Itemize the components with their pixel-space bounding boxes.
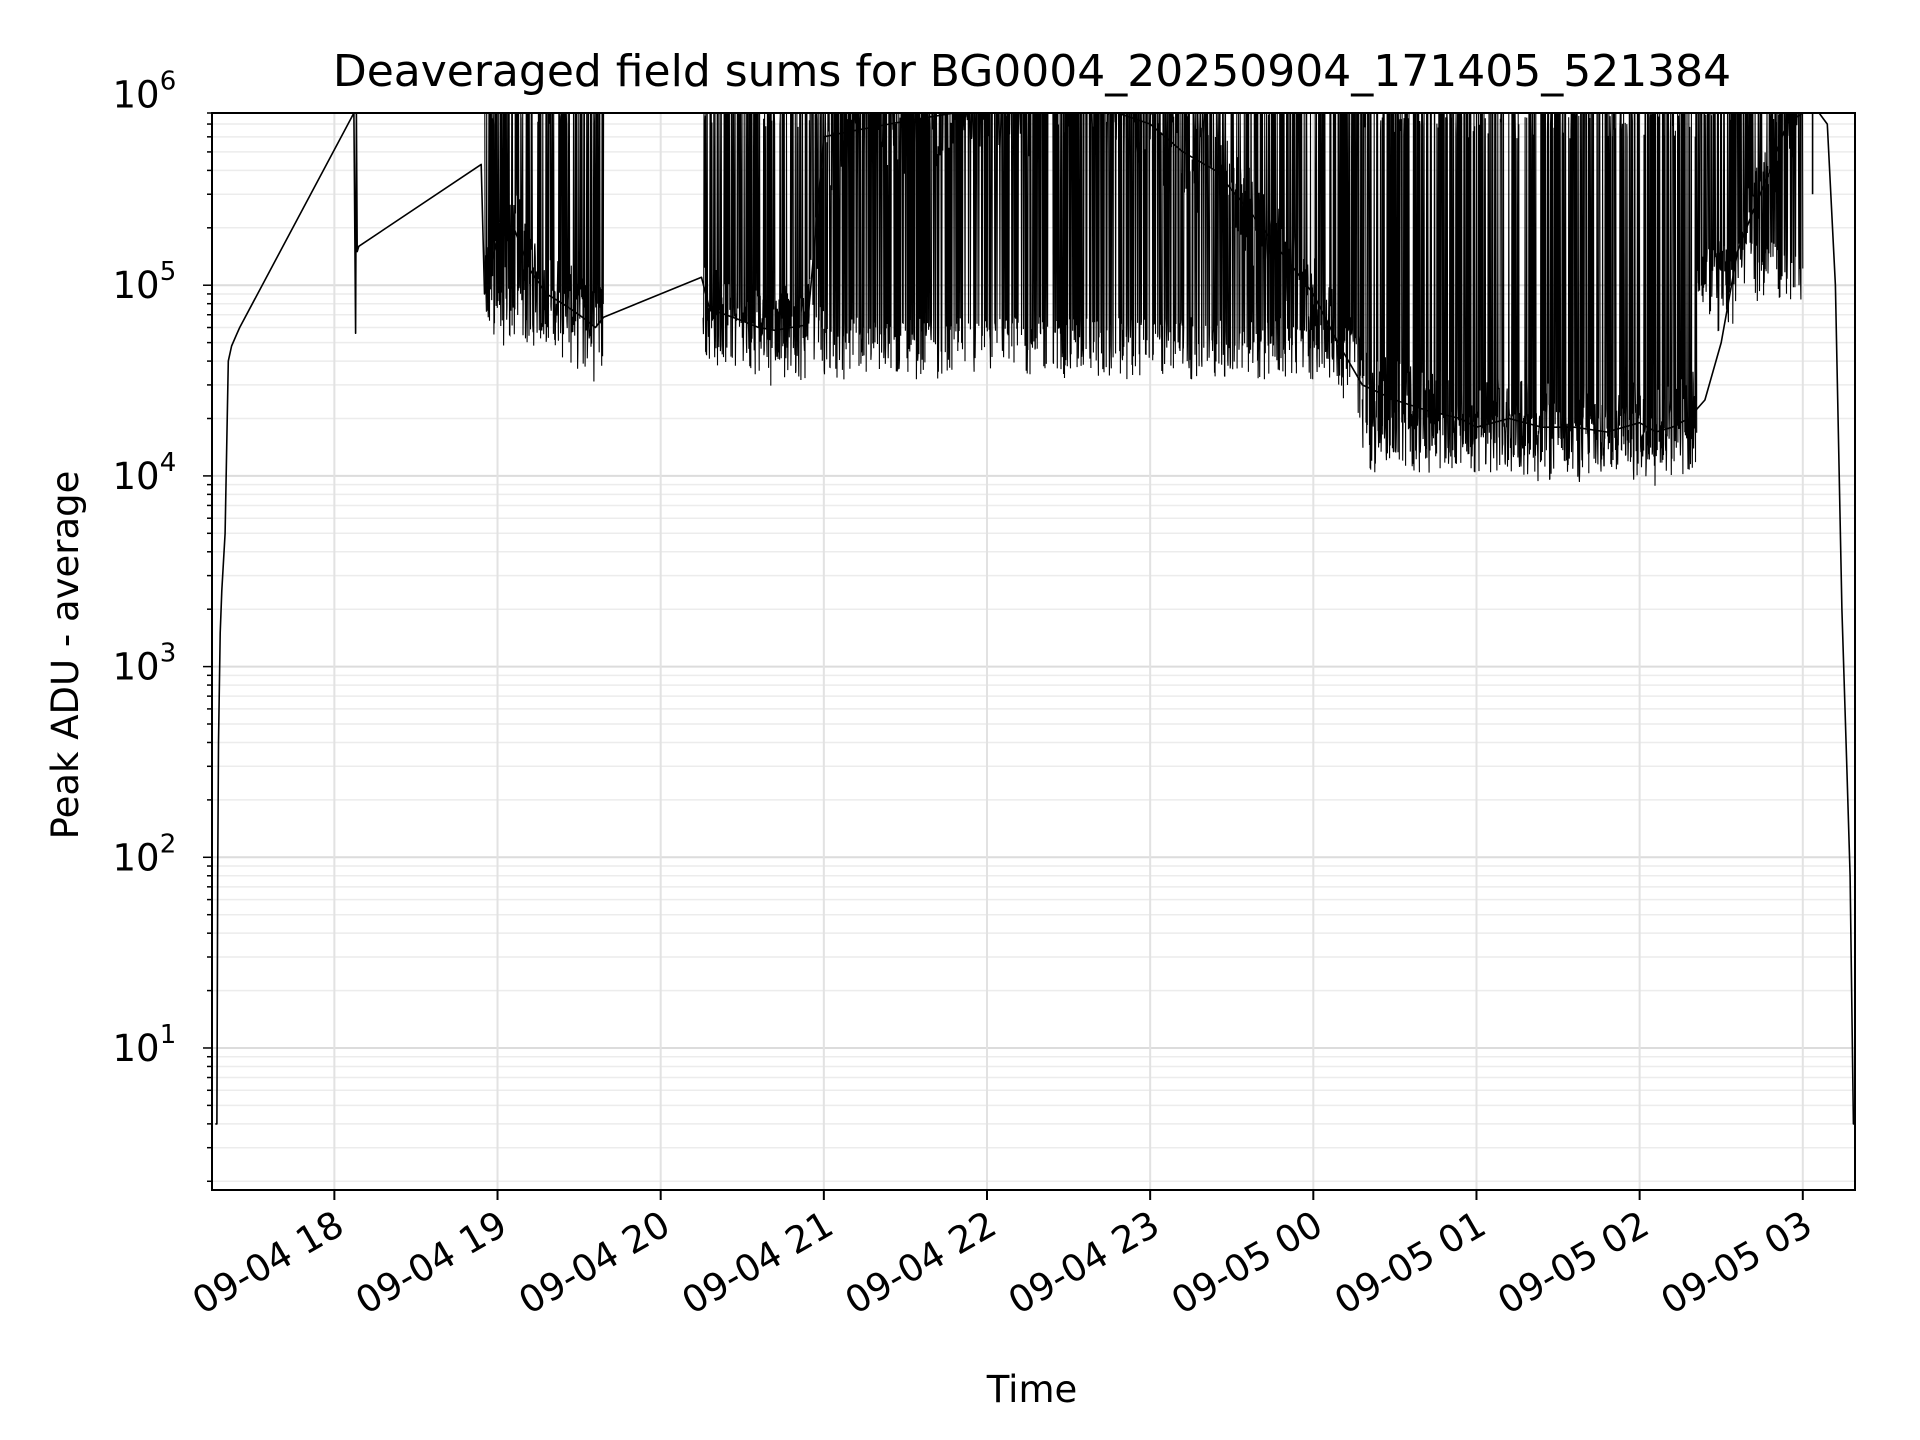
spike-burst (484, 112, 605, 382)
chart-title: Deaveraged field sums for BG0004_2025090… (333, 46, 1731, 97)
y-tick-label: 10 (112, 1027, 159, 1070)
y-tick-label: 10 (112, 836, 159, 879)
x-axis-label: Time (986, 1368, 1078, 1411)
y-tick-label: 10 (112, 264, 159, 307)
y-tick-label: 10 (112, 646, 159, 689)
y-tick-exponent: 6 (160, 67, 177, 97)
y-tick-exponent: 4 (160, 448, 177, 478)
y-tick-label: 10 (112, 455, 159, 498)
y-tick-exponent: 2 (160, 829, 177, 859)
spike-burst (702, 112, 825, 386)
spike-burst (1361, 112, 1698, 486)
y-tick-exponent: 3 (160, 639, 177, 669)
y-tick-exponent: 1 (160, 1020, 177, 1050)
y-axis-label: Peak ADU - average (44, 471, 87, 840)
y-tick-exponent: 5 (160, 257, 177, 287)
y-tick-label: 10 (112, 74, 159, 117)
plot-frame (211, 112, 1856, 1191)
